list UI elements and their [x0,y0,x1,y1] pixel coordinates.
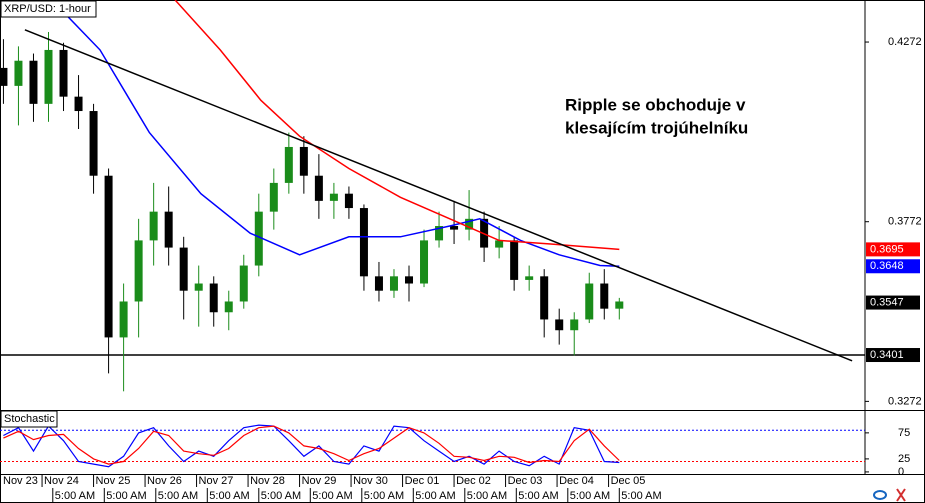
candle-body [329,193,338,201]
y-tick-label: 0.4272 [888,36,922,48]
x-tick-label: Nov 28 [250,475,285,487]
x-minor-label: 5:00 AM [621,490,661,502]
candle-body [179,247,188,291]
price-label-box [866,259,920,274]
candle-body [420,240,429,284]
candle-body [314,175,323,201]
candle-body [0,67,8,86]
candle-body [89,111,98,176]
price-label: 0.3648 [870,260,904,272]
candle-body [119,301,128,338]
candle-body [435,226,444,241]
x-tick-label: Nov 26 [147,475,182,487]
x-tick-label: Nov 24 [44,475,79,487]
x-minor-label: 5:00 AM [55,490,95,502]
candle-body [284,146,293,183]
candle-body [59,49,68,97]
x-minor-label: 5:00 AM [467,490,507,502]
annotation: klesajícím trojúhelníku [565,118,748,137]
candle-body [239,265,248,302]
price-label-box [866,348,920,363]
price-label-box [866,295,920,310]
candle-body [104,175,113,338]
chart-title: XRP/USD: 1-hour [4,3,91,15]
price-label: 0.3695 [870,243,904,255]
x-tick-label: Nov 27 [199,475,234,487]
x-tick-label: Nov 23 [3,475,38,487]
close-icon[interactable] [896,488,906,502]
candle-body [525,276,534,280]
candle-body [389,276,398,291]
x-tick-label: Dec 01 [405,475,440,487]
candle-body [510,240,519,280]
candle-body [600,283,609,309]
candle-body [269,182,278,212]
status-icons[interactable] [873,488,906,502]
x-minor-label: 5:00 AM [312,490,352,502]
x-minor-label: 5:00 AM [570,490,610,502]
x-tick-label: Dec 02 [456,475,491,487]
candle-body [465,218,474,230]
candle-body [194,283,203,291]
candle-body [44,49,53,104]
candle-body [14,60,23,86]
stochastic-line [3,425,620,465]
candle-body [224,301,233,313]
stoch-title-box [0,410,58,428]
candle-body [29,60,38,104]
x-minor-label: 5:00 AM [415,490,455,502]
candle-body [209,283,218,313]
y-tick-label: 25 [898,453,910,465]
title-box [0,0,97,18]
annotation: Ripple se obchoduje v [565,95,746,114]
y-tick-label: 0.3272 [888,395,922,407]
candle-body [74,96,83,112]
candle-body [374,276,383,291]
x-tick-label: Nov 29 [302,475,337,487]
y-tick-label: 0 [898,466,904,478]
candle-body [405,276,414,284]
x-minor-label: 5:00 AM [261,490,301,502]
x-minor-label: 5:00 AM [364,490,404,502]
x-tick-label: Dec 04 [559,475,594,487]
candle-body [359,208,368,277]
x-tick-label: Dec 05 [611,475,646,487]
candle-body [495,240,504,248]
candle-body [134,240,143,302]
candle-body [450,226,459,230]
candle-body [585,283,594,320]
price-label-box [866,242,920,257]
y-tick-label: 75 [898,427,910,439]
x-tick-label: Nov 25 [96,475,131,487]
price-label: 0.3401 [870,349,904,361]
candle-body [149,211,158,241]
candle-body [164,211,173,248]
candle-body [540,276,549,320]
candle-body [615,301,624,309]
candle-body [570,319,579,331]
candle-body [254,211,263,266]
x-minor-label: 5:00 AM [106,490,146,502]
stoch-title: Stochastic [4,413,55,425]
y-tick-label: 0.3772 [888,216,922,228]
moving-average [54,2,620,268]
x-minor-label: 5:00 AM [158,490,198,502]
x-tick-label: Dec 03 [508,475,543,487]
link-icon[interactable] [873,490,887,500]
candle-body [555,319,564,331]
x-minor-label: 5:00 AM [518,490,558,502]
moving-average [174,0,620,251]
candle-body [344,193,353,209]
trend-line [24,29,853,362]
x-tick-label: Nov 30 [353,475,388,487]
candle-body [299,146,308,176]
x-minor-label: 5:00 AM [209,490,249,502]
price-label: 0.3547 [870,296,904,308]
stochastic-line [3,424,620,468]
